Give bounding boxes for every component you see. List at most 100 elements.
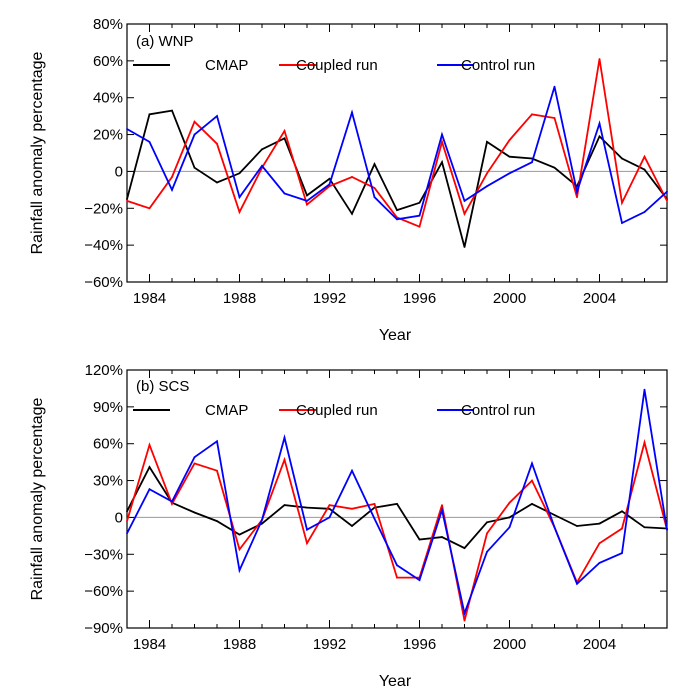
- y-tick-label: 90%: [93, 399, 123, 416]
- data-point: [238, 211, 241, 213]
- data-point: [441, 133, 443, 136]
- data-point: [261, 518, 263, 521]
- data-point: [441, 141, 443, 143]
- data-point: [441, 509, 443, 511]
- panel-label: (b) SCS: [136, 378, 189, 395]
- data-point: [216, 469, 218, 472]
- data-point: [508, 172, 511, 175]
- x-tick-label: 1988: [223, 290, 256, 307]
- data-point: [531, 161, 533, 164]
- data-point: [328, 504, 331, 507]
- data-point: [126, 200, 128, 202]
- data-point: [171, 500, 173, 503]
- data-point: [193, 133, 196, 136]
- x-axis-title: Year: [379, 673, 412, 690]
- data-point: [463, 246, 466, 248]
- data-point: [126, 520, 128, 523]
- data-point: [283, 129, 286, 132]
- legend-label: CMAP: [205, 402, 248, 419]
- panel-scs: −90% −60% −30% 0 30% 60% 90% 120% 1984 1988 1992 19…: [29, 362, 668, 690]
- legend-label: CMAP: [205, 57, 248, 74]
- data-point: [463, 212, 466, 215]
- data-point: [418, 214, 421, 217]
- data-point: [418, 201, 421, 204]
- legend-label: Control run: [461, 402, 535, 419]
- data-point: [643, 441, 646, 444]
- x-tick-label: 1992: [313, 636, 346, 653]
- y-tick-label: 80%: [93, 16, 123, 33]
- x-tick-label: 1996: [403, 636, 436, 653]
- data-point: [666, 200, 668, 202]
- y-axis-title: Rainfall anomaly percentage: [29, 52, 46, 255]
- data-point: [396, 218, 398, 221]
- y-tick-label: 60%: [93, 436, 123, 453]
- data-point: [148, 141, 151, 143]
- data-point: [508, 139, 511, 142]
- data-point: [373, 163, 376, 165]
- x-axis-title: Year: [379, 327, 412, 344]
- x-tick-label: 2004: [583, 290, 616, 307]
- data-point: [238, 533, 241, 536]
- legend-label: Coupled run: [296, 402, 378, 419]
- data-point: [598, 58, 601, 60]
- data-point: [306, 203, 308, 206]
- data-point: [171, 109, 173, 112]
- y-tick-label: 0: [115, 509, 123, 526]
- panel-wnp: −60% −40% −20% 0 20% 40% 60% 80% 1984 1988 1992 199…: [29, 16, 668, 344]
- data-point: [441, 504, 443, 507]
- data-point: [666, 528, 668, 531]
- data-point: [643, 526, 646, 529]
- x-tick-label: 2000: [493, 636, 526, 653]
- data-point: [283, 504, 286, 507]
- data-point: [486, 550, 488, 553]
- data-point: [306, 528, 308, 531]
- data-point: [193, 456, 196, 459]
- series-line-control-run: [126, 86, 668, 225]
- legend-label: Control run: [461, 57, 535, 74]
- data-point: [238, 172, 241, 175]
- y-tick-label: 0: [115, 163, 123, 180]
- data-point: [643, 211, 646, 213]
- data-point: [328, 507, 331, 510]
- series-line-control-run: [126, 389, 668, 617]
- data-point: [238, 196, 241, 199]
- data-point: [351, 111, 353, 114]
- data-point: [463, 547, 466, 550]
- y-tick-label: −20%: [84, 200, 123, 217]
- data-point: [531, 462, 533, 465]
- x-tick-label: 1984: [133, 290, 166, 307]
- data-point: [621, 552, 623, 554]
- data-point: [598, 542, 601, 545]
- data-point: [171, 176, 173, 178]
- data-point: [306, 194, 308, 197]
- data-point: [576, 196, 578, 199]
- series-line-coupled-run: [126, 58, 668, 228]
- y-tick-label: 20%: [93, 127, 123, 144]
- data-point: [351, 212, 353, 215]
- data-point: [418, 225, 421, 228]
- data-point: [351, 176, 353, 178]
- x-tick-label: 1984: [133, 636, 166, 653]
- data-point: [553, 117, 556, 119]
- data-point: [418, 538, 421, 541]
- data-point: [193, 462, 196, 465]
- data-point: [486, 172, 488, 175]
- data-point: [598, 122, 601, 125]
- data-point: [486, 532, 488, 535]
- data-point: [576, 525, 578, 527]
- data-point: [508, 501, 511, 504]
- data-point: [328, 516, 331, 519]
- data-point: [508, 516, 511, 519]
- data-point: [643, 388, 646, 391]
- series-line-coupled-run: [126, 438, 668, 621]
- y-tick-label: −90%: [84, 620, 123, 637]
- x-tick-label: 2000: [493, 290, 526, 307]
- data-point: [148, 466, 151, 468]
- x-tick-label: 1996: [403, 290, 436, 307]
- y-tick-label: 30%: [93, 473, 123, 490]
- data-point: [216, 142, 218, 145]
- data-point: [621, 157, 623, 160]
- data-point: [441, 536, 443, 538]
- data-point: [148, 113, 151, 116]
- data-point: [553, 85, 556, 88]
